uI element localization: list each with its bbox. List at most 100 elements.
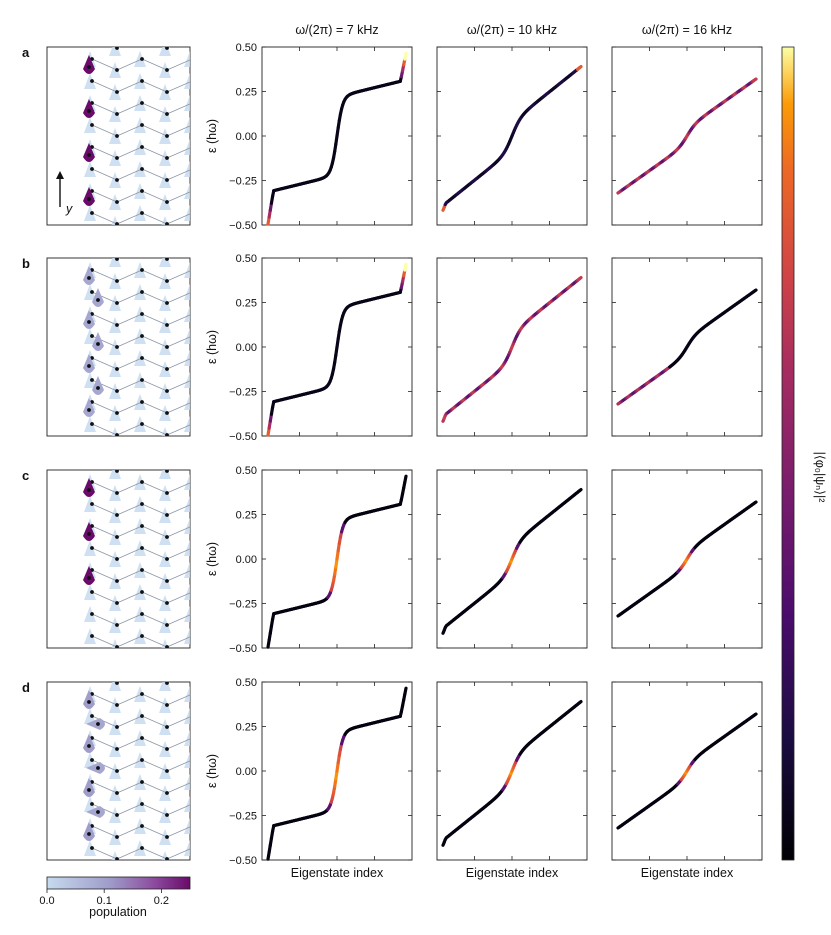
lattice-bond	[117, 235, 142, 246]
lattice-wedge	[109, 339, 121, 355]
lattice-bond	[166, 81, 190, 93]
lattice-wedge	[159, 238, 171, 254]
lattice-bond	[141, 547, 168, 560]
lattice-site	[90, 233, 94, 237]
lattice-site	[115, 703, 119, 707]
lattice-site	[165, 244, 169, 248]
lattice-bond	[91, 847, 118, 860]
lattice-site	[140, 101, 144, 105]
lattice-site	[190, 356, 194, 360]
occupied-site	[87, 197, 91, 201]
y-tick-label: 0.50	[236, 677, 257, 689]
lattice-site	[115, 667, 119, 671]
lattice-wedge	[109, 551, 121, 567]
lattice-site	[90, 590, 94, 594]
lattice-wedge	[84, 840, 96, 856]
lattice-wedge	[184, 139, 190, 155]
lattice-wedge	[184, 862, 196, 878]
population-colorbar-label: population	[89, 905, 147, 919]
lattice-site	[115, 470, 119, 473]
lattice-bond	[166, 336, 190, 348]
spectrum-panel-b-3	[611, 257, 763, 437]
lattice-wedge	[159, 551, 171, 567]
lattice-wedge	[184, 730, 190, 746]
lattice-bond	[116, 80, 143, 93]
y-arrow-head	[56, 171, 64, 179]
lattice-wedge	[184, 183, 190, 199]
spectrum-segment	[753, 77, 758, 82]
lattice-site	[90, 612, 94, 616]
spectrum-segment	[753, 712, 758, 717]
population-drop	[83, 522, 95, 541]
lattice-wedge	[109, 405, 121, 421]
lattice-bond	[116, 803, 143, 816]
lattice-bond	[167, 235, 192, 246]
lattice-bond	[116, 525, 143, 538]
lattice-wedge	[134, 650, 146, 666]
lattice-bond	[166, 380, 190, 392]
population-drop	[92, 288, 104, 307]
lattice-site	[115, 491, 119, 495]
lattice-wedge	[159, 361, 171, 377]
lattice-bond	[163, 470, 168, 472]
lattice-site	[90, 167, 94, 171]
row-label-b: b	[22, 256, 30, 271]
lattice-site	[115, 623, 119, 627]
y-tick-label: 0.25	[236, 722, 257, 734]
spectrum-segment	[578, 64, 583, 70]
lattice-bond	[116, 613, 143, 626]
lattice-wedge	[84, 416, 96, 432]
lattice-wedge	[109, 383, 121, 399]
lattice-wedge	[184, 474, 190, 490]
lattice-wedge	[109, 273, 121, 289]
lattice-wedge	[134, 416, 146, 432]
lattice-wedge	[109, 62, 121, 78]
lattice-site	[165, 791, 169, 795]
lattice-bond	[116, 102, 143, 115]
lattice-panel-d	[46, 681, 196, 878]
lattice-wedge	[184, 628, 190, 644]
lattice-bond	[141, 212, 168, 225]
lattice-wedge	[134, 350, 146, 366]
lattice-site	[190, 802, 194, 806]
lattice-site	[140, 145, 144, 149]
lattice-bond	[141, 503, 168, 516]
lattice-wedge	[134, 205, 146, 221]
lattice-wedge	[84, 29, 96, 45]
lattice-wedge	[134, 686, 146, 702]
lattice-wedge	[159, 106, 171, 122]
lattice-wedge	[134, 606, 146, 622]
occupied-site	[96, 342, 100, 346]
occupied-site	[96, 810, 100, 814]
lattice-wedge	[184, 205, 190, 221]
lattice-wedge	[159, 62, 171, 78]
lattice-site	[115, 791, 119, 795]
spectrum-segment	[403, 686, 408, 696]
lattice-site	[115, 557, 119, 561]
lattice-wedge	[184, 496, 190, 512]
lattice-panel-a: y	[46, 29, 192, 254]
lattice-site	[165, 725, 169, 729]
lattice-site	[190, 780, 194, 784]
lattice-site	[190, 824, 194, 828]
lattice-site	[140, 846, 144, 850]
occupied-site	[87, 744, 91, 748]
lattice-wedge	[134, 240, 146, 256]
x-axis-label: Eigenstate index	[641, 866, 734, 880]
lattice-wedge	[184, 328, 190, 344]
lattice-bond	[166, 169, 190, 181]
lattice-bond	[91, 825, 118, 838]
lattice-wedge	[134, 438, 146, 454]
lattice-bond	[141, 124, 168, 137]
lattice-wedge	[159, 529, 171, 545]
lattice-wedge	[159, 128, 171, 144]
lattice-bond	[116, 481, 143, 494]
spectrum-segment	[403, 51, 408, 61]
lattice-site	[115, 579, 119, 583]
lattice-site	[140, 211, 144, 215]
lattice-site	[115, 367, 119, 371]
population-drop	[83, 55, 95, 74]
lattice-bond	[91, 613, 118, 626]
lattice-wedge	[109, 617, 121, 633]
y-tick-label: −0.50	[229, 431, 257, 443]
